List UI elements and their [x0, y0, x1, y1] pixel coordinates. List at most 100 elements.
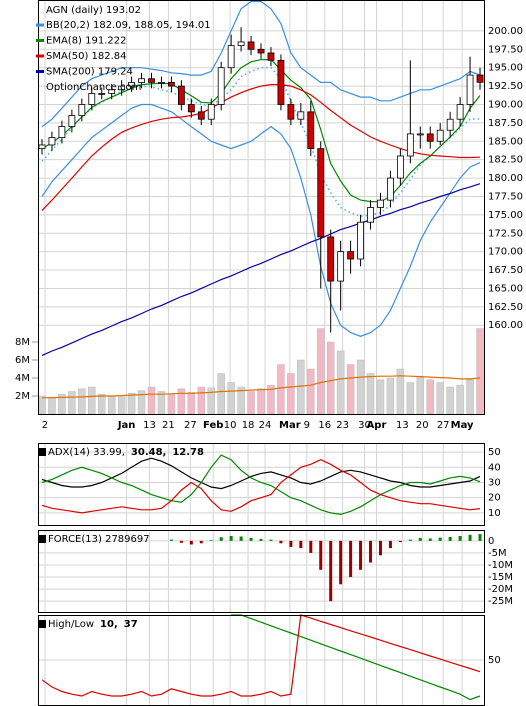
- y-tick-label: 180.00: [488, 173, 523, 184]
- bar: [378, 540, 382, 556]
- x-tick-label: Apr: [367, 420, 387, 431]
- bar: [239, 536, 243, 541]
- series-line: [41, 454, 481, 516]
- y-tick-label: -15M: [488, 572, 513, 583]
- series-line: [41, 59, 481, 203]
- bar: [438, 537, 442, 541]
- candle-body: [327, 236, 335, 282]
- series-line: [41, 375, 481, 399]
- x-tick-label: 27: [437, 420, 450, 431]
- y-tick-label: 165.00: [488, 283, 523, 294]
- y-tick-label: 4M: [15, 373, 30, 384]
- bar: [289, 540, 293, 547]
- bar: [227, 382, 235, 415]
- bar: [476, 328, 484, 415]
- bar: [316, 328, 325, 415]
- candle-body: [187, 104, 195, 113]
- y-tick-label: 0: [488, 536, 494, 547]
- y-tick-label: 192.50: [488, 81, 523, 92]
- candle-body: [476, 74, 484, 83]
- candle-body: [317, 148, 325, 238]
- candle-body: [48, 137, 56, 146]
- legend-label: EMA(8) 191.222: [46, 36, 126, 47]
- candle-body: [426, 133, 434, 142]
- bar: [209, 540, 213, 541]
- bar: [369, 540, 373, 563]
- bar: [189, 540, 193, 545]
- chart-subtitle: OptionChance.com: [46, 82, 141, 93]
- bar: [418, 537, 422, 541]
- candle-body: [297, 111, 305, 120]
- x-tick-label: Mar: [279, 420, 301, 431]
- candle-body: [217, 67, 225, 105]
- candle-body: [128, 82, 135, 87]
- y-tick-label: 40: [488, 462, 501, 473]
- bar: [277, 364, 285, 415]
- bar: [366, 373, 375, 415]
- bar: [259, 538, 263, 541]
- bar: [279, 540, 283, 544]
- candle-body: [277, 59, 285, 105]
- panel-title: FORCE(13) 2789697: [48, 534, 150, 545]
- y-tick-label: 190.00: [488, 99, 523, 110]
- candle-body: [406, 133, 414, 157]
- x-tick-label: 13: [143, 420, 156, 431]
- candle-body: [78, 104, 86, 116]
- bar: [117, 396, 126, 415]
- y-tick-label: -10M: [488, 560, 513, 571]
- series-line: [41, 84, 481, 211]
- series-line: [231, 614, 481, 701]
- legend-label: 37: [124, 619, 138, 630]
- legend-label: 10,: [100, 619, 118, 630]
- bar: [329, 540, 333, 602]
- x-tick-label: 9: [304, 420, 310, 431]
- bar: [257, 388, 265, 415]
- y-tick-label: 182.50: [488, 155, 523, 166]
- bar: [456, 384, 464, 415]
- candle-body: [158, 82, 165, 84]
- x-tick-label: 16: [318, 420, 331, 431]
- bar: [299, 540, 303, 549]
- bar: [448, 536, 452, 541]
- legend-label: ADX(14) 33.99,: [48, 447, 125, 458]
- bar: [386, 377, 395, 415]
- x-tick-label: 10: [224, 420, 237, 431]
- x-tick-label: 20: [416, 420, 429, 431]
- legend-label: SMA(50) 182.84: [46, 51, 127, 62]
- bar: [426, 379, 434, 415]
- bar: [359, 540, 363, 570]
- y-tick-label: 167.50: [488, 265, 523, 276]
- candle-body: [88, 93, 96, 105]
- bar: [249, 537, 253, 541]
- candle-body: [197, 111, 205, 120]
- bar: [88, 386, 96, 415]
- bar: [458, 536, 462, 541]
- y-tick-label: 30: [488, 477, 501, 488]
- legend-label: 12.78: [172, 447, 204, 458]
- bar: [107, 395, 116, 415]
- candle-body: [367, 207, 374, 223]
- candle-body: [337, 251, 345, 282]
- y-tick-label: 187.50: [488, 118, 523, 129]
- bar: [339, 540, 343, 585]
- x-tick-label: 18: [242, 420, 255, 431]
- bar: [466, 379, 474, 415]
- legend-label: SMA(200) 179.24: [46, 67, 133, 78]
- y-tick-label: 50: [488, 447, 501, 458]
- bar: [48, 397, 56, 415]
- bar: [309, 540, 313, 553]
- candle-body: [148, 78, 155, 83]
- x-tick-label: 13: [396, 420, 409, 431]
- price-panel-frame: [38, 0, 485, 415]
- legend-swatch: [38, 620, 46, 628]
- y-tick-label: 170.00: [488, 247, 523, 258]
- y-tick-label: 160.00: [488, 320, 523, 331]
- x-tick-label: 24: [259, 420, 272, 431]
- candle-body: [287, 104, 295, 120]
- bar: [177, 388, 186, 415]
- candle-body: [118, 85, 126, 91]
- bar: [478, 534, 482, 541]
- bar: [187, 392, 196, 415]
